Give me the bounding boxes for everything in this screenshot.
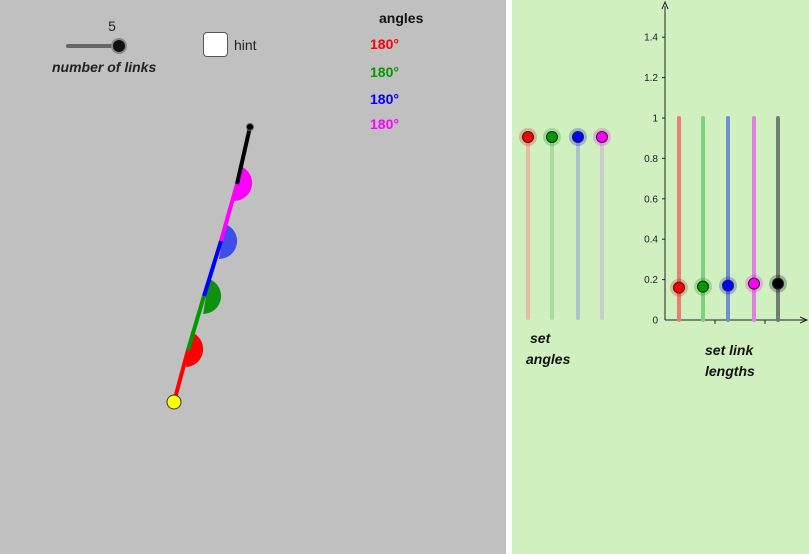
hint-checkbox[interactable]: [203, 32, 228, 57]
linkage-drawing: [166, 123, 254, 410]
set-angles-label-line2: angles: [526, 351, 571, 367]
length-slider-knob[interactable]: [772, 277, 784, 290]
length-slider-knob[interactable]: [748, 277, 760, 290]
y-tick-label: 0.4: [644, 235, 658, 246]
end-joint[interactable]: [246, 123, 254, 131]
hint-label: hint: [234, 37, 257, 53]
angles-title: angles: [379, 10, 424, 26]
angle-value-blue: 180°: [370, 91, 399, 107]
y-axis-arrow: [661, 0, 669, 10]
set-link-lengths-label-line1: set link: [705, 342, 754, 358]
length-slider-knob[interactable]: [673, 281, 685, 294]
number-of-links-slider[interactable]: [60, 34, 134, 58]
angle-value-green: 180°: [370, 64, 399, 80]
controls-panel: [512, 0, 809, 554]
set-angles-label: set angles: [526, 328, 570, 370]
angle-value-magenta: 180°: [370, 116, 399, 132]
link-magenta: [219, 183, 239, 242]
number-of-links-value: 5: [108, 18, 116, 34]
base-joint[interactable]: [166, 394, 182, 410]
angle-slider-knob[interactable]: [596, 131, 608, 143]
link-red: [172, 349, 190, 403]
y-tick-label: 1: [652, 114, 658, 125]
y-tick-label: 0: [652, 316, 658, 327]
set-link-lengths-label-line2: lengths: [705, 363, 755, 379]
link-green: [186, 295, 206, 351]
set-angles-sliders[interactable]: [512, 0, 632, 330]
y-tick-label: 1.2: [644, 73, 658, 84]
angle-value-red: 180°: [370, 36, 399, 52]
set-link-lengths-label: set link lengths: [705, 340, 755, 382]
angle-slider-knob[interactable]: [546, 131, 558, 143]
length-slider-knob[interactable]: [722, 279, 734, 292]
y-tick-label: 0.2: [644, 275, 658, 286]
link-blue: [202, 240, 223, 297]
length-slider-knob[interactable]: [697, 280, 709, 293]
set-angles-label-line1: set: [530, 330, 551, 346]
x-axis-arrow: [799, 316, 809, 324]
angle-slider-knob[interactable]: [522, 131, 534, 143]
slider-knob[interactable]: [111, 38, 127, 54]
y-tick-label: 0.8: [644, 154, 658, 165]
link-lengths-graph[interactable]: 0 0.2 0.4 0.6 0.8 1 1.2 1.4: [630, 0, 809, 330]
y-tick-label: 1.4: [644, 33, 658, 44]
link-black: [235, 126, 252, 185]
construction-panel: [0, 0, 506, 554]
number-of-links-label: number of links: [52, 59, 157, 75]
panel-divider: [506, 0, 512, 554]
y-tick-label: 0.6: [644, 194, 658, 205]
angle-slider-knob[interactable]: [572, 131, 584, 143]
